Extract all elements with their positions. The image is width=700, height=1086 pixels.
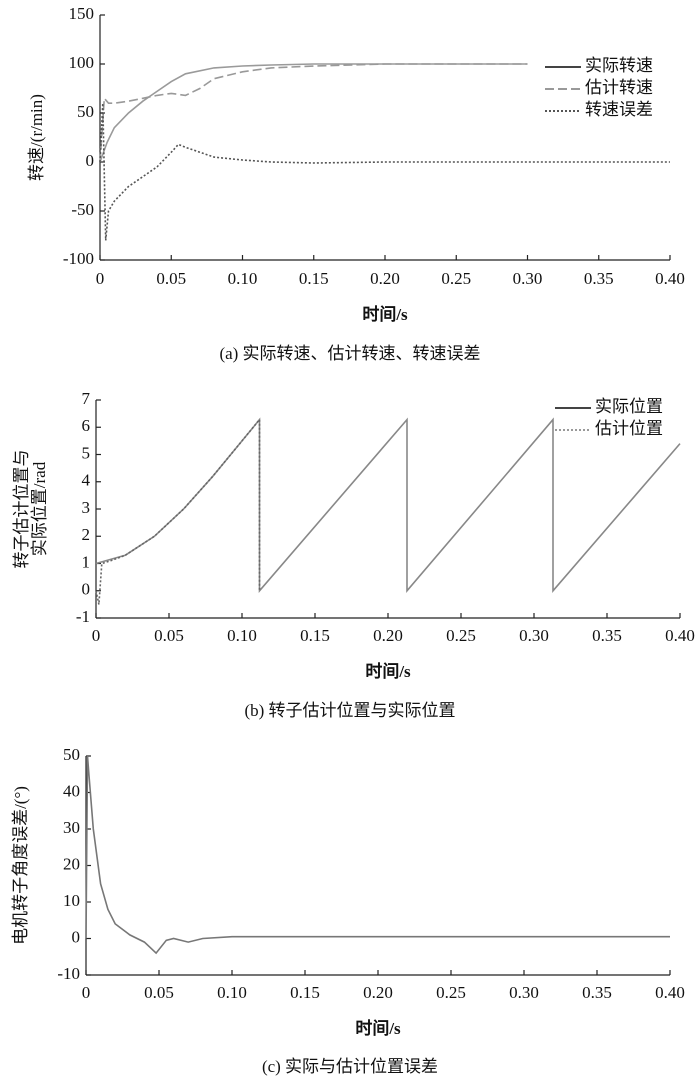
- legend-label: 转速误差: [585, 100, 653, 119]
- series-line: [95, 417, 681, 593]
- x-tick-label: 0.15: [290, 983, 320, 1002]
- x-tick-label: 0: [96, 269, 105, 288]
- x-tick-label: 0.10: [228, 269, 258, 288]
- x-tick-label: 0.35: [584, 269, 614, 288]
- legend-label: 实际转速: [585, 56, 653, 75]
- y-tick-label: -50: [71, 200, 94, 219]
- series-line: [95, 417, 261, 605]
- y-tick-label: 10: [63, 891, 80, 910]
- series-line: [85, 755, 670, 955]
- x-tick-label: 0.30: [519, 626, 549, 645]
- legend-label: 估计位置: [595, 419, 663, 438]
- x-tick-label: 0.35: [592, 626, 622, 645]
- x-tick-label: 0.05: [144, 983, 174, 1002]
- chart-caption: (a) 实际转速、估计转速、转速误差: [219, 344, 480, 363]
- x-tick-label: 0: [82, 983, 91, 1002]
- y-tick-label: 20: [63, 854, 80, 873]
- y-tick-label: 50: [63, 745, 80, 764]
- x-tick-label: 0.40: [655, 983, 685, 1002]
- x-tick-label: 0.20: [363, 983, 393, 1002]
- y-tick-label: -10: [57, 964, 80, 983]
- x-axis-title: 时间/s: [355, 1018, 401, 1038]
- x-tick-label: 0.25: [436, 983, 466, 1002]
- x-tick-label: 0.40: [655, 269, 685, 288]
- x-axis-title: 时间/s: [365, 661, 411, 681]
- y-axis-title: 转速/(r/min): [27, 94, 46, 181]
- x-tick-label: 0.25: [441, 269, 471, 288]
- x-tick-label: 0.05: [154, 626, 184, 645]
- y-tick-label: 2: [82, 525, 91, 544]
- x-tick-label: 0.35: [582, 983, 612, 1002]
- series-line: [99, 63, 528, 163]
- y-tick-label: 0: [82, 580, 91, 599]
- x-tick-label: 0: [92, 626, 101, 645]
- y-tick-label: -100: [63, 249, 94, 268]
- x-tick-label: 0.40: [665, 626, 695, 645]
- y-tick-label: 30: [63, 818, 80, 837]
- chart-caption: (c) 实际与估计位置误差: [262, 1057, 438, 1076]
- x-tick-label: 0.20: [370, 269, 400, 288]
- x-tick-label: 0.30: [513, 269, 543, 288]
- series-line: [99, 103, 670, 241]
- y-tick-label: 40: [63, 781, 80, 800]
- legend-label: 估计转速: [585, 78, 653, 97]
- chart-caption: (b) 转子估计位置与实际位置: [244, 701, 455, 720]
- y-axis-title: 电机转子角度误差/(°): [11, 786, 30, 945]
- y-axis-title: 转子估计位置与: [12, 450, 31, 569]
- x-tick-label: 0.10: [217, 983, 247, 1002]
- y-tick-label: 150: [69, 4, 95, 23]
- y-tick-label: 6: [82, 416, 91, 435]
- y-tick-label: 0: [86, 151, 95, 170]
- series-line: [99, 63, 528, 163]
- y-tick-label: 4: [82, 471, 91, 490]
- x-tick-label: 0.25: [446, 626, 476, 645]
- y-tick-label: 1: [82, 552, 91, 571]
- y-tick-label: 7: [82, 389, 91, 408]
- y-tick-label: 0: [72, 927, 81, 946]
- x-tick-label: 0.30: [509, 983, 539, 1002]
- x-axis-title: 时间/s: [362, 304, 408, 324]
- x-tick-label: 0.10: [227, 626, 257, 645]
- x-tick-label: 0.05: [156, 269, 186, 288]
- y-tick-label: 50: [77, 102, 94, 121]
- y-tick-label: 3: [82, 498, 91, 517]
- y-axis-title: 实际位置/rad: [30, 461, 49, 556]
- x-tick-label: 0.20: [373, 626, 403, 645]
- x-tick-label: 0.15: [300, 626, 330, 645]
- y-tick-label: -1: [76, 607, 90, 626]
- y-tick-label: 100: [69, 53, 95, 72]
- y-tick-label: 5: [82, 443, 91, 462]
- x-tick-label: 0.15: [299, 269, 329, 288]
- legend-label: 实际位置: [595, 397, 663, 416]
